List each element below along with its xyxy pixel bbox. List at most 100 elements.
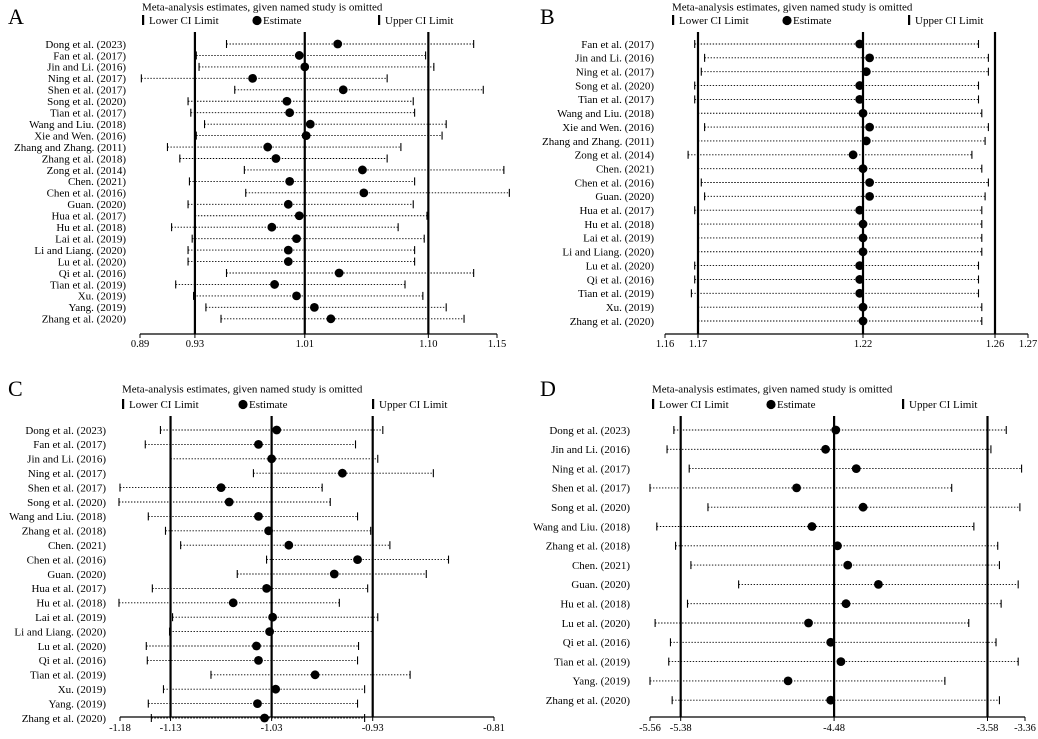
estimate-point-a-2 <box>300 62 310 72</box>
study-label-c-15: Lu et al. (2020) <box>38 641 107 653</box>
study-label-a-14: Guan. (2020) <box>67 199 126 211</box>
x-tick-label-b-1: 1.17 <box>689 339 707 350</box>
estimate-point-c-11 <box>262 584 271 593</box>
study-label-b-10: Chen et al. (2016) <box>575 177 655 189</box>
estimate-point-c-6 <box>254 512 263 521</box>
legend-lower-label-d: Lower CI Limit <box>659 399 729 411</box>
estimate-point-d-4 <box>858 502 868 512</box>
x-tick-label-b-2: 1.22 <box>854 339 872 350</box>
estimate-point-a-6 <box>285 108 295 118</box>
estimate-point-c-9 <box>353 555 362 564</box>
legend-upper-marker-d <box>902 399 905 409</box>
x-tick-label-a-1: 0.93 <box>186 339 204 350</box>
study-label-c-4: Shen et al. (2017) <box>28 482 107 494</box>
study-label-b-18: Tian et al. (2019) <box>578 288 654 300</box>
study-label-a-24: Zhang et al. (2020) <box>42 314 127 326</box>
study-label-c-13: Lai et al. (2019) <box>35 612 106 624</box>
estimate-point-b-5 <box>858 108 868 118</box>
panel-b: B Meta-analysis estimates, given named st… <box>540 2 1037 351</box>
study-label-b-0: Fan et al. (2017) <box>581 39 654 51</box>
study-label-c-0: Dong et al. (2023) <box>25 425 106 437</box>
estimate-point-a-13 <box>359 188 369 198</box>
estimate-point-a-1 <box>294 51 304 60</box>
study-label-d-3: Shen et al. (2017) <box>552 483 631 495</box>
study-label-c-19: Yang. (2019) <box>48 698 106 710</box>
legend-upper-label-c: Upper CI Limit <box>379 399 447 411</box>
study-label-d-10: Lu et al. (2020) <box>562 618 631 630</box>
study-label-d-7: Chen. (2021) <box>572 560 630 572</box>
legend-estimate-label-d: Estimate <box>777 399 816 411</box>
estimate-point-a-17 <box>292 234 301 244</box>
estimate-point-b-20 <box>858 316 868 326</box>
estimate-point-b-2 <box>861 67 871 77</box>
estimate-point-b-17 <box>855 275 865 284</box>
estimate-point-b-1 <box>865 53 874 63</box>
estimate-point-a-10 <box>271 154 281 163</box>
study-label-a-0: Dong et al. (2023) <box>45 39 126 51</box>
estimate-point-c-4 <box>216 483 226 492</box>
estimate-point-a-9 <box>263 142 273 152</box>
study-label-a-13: Chen et al. (2016) <box>47 188 127 200</box>
estimate-point-c-3 <box>337 468 347 478</box>
estimate-point-d-3 <box>792 483 801 493</box>
study-label-c-20: Zhang et al. (2020) <box>22 713 107 725</box>
estimate-point-c-15 <box>252 641 261 651</box>
estimate-point-a-5 <box>282 96 292 106</box>
estimate-point-a-16 <box>267 222 277 232</box>
study-label-d-6: Zhang et al. (2018) <box>546 541 631 553</box>
study-label-a-18: Li and Liang. (2020) <box>34 245 126 257</box>
study-label-b-1: Jin and Li. (2016) <box>575 53 654 65</box>
estimate-point-a-3 <box>248 73 257 83</box>
estimate-point-c-5 <box>224 497 234 507</box>
study-label-c-6: Wang and Liu. (2018) <box>9 511 106 523</box>
estimate-point-c-8 <box>284 540 294 550</box>
estimate-point-b-6 <box>865 122 874 132</box>
estimate-point-a-15 <box>294 211 304 221</box>
study-label-a-23: Yang. (2019) <box>68 302 126 314</box>
estimate-point-d-1 <box>821 444 830 454</box>
panel-a: A Meta-analysis estimates, given named st… <box>8 2 510 350</box>
estimate-point-a-19 <box>283 257 293 266</box>
study-label-c-5: Song et al. (2020) <box>27 497 106 509</box>
study-label-b-12: Hua et al. (2017) <box>579 205 654 217</box>
study-label-a-15: Hua et al. (2017) <box>51 211 126 223</box>
estimate-point-d-9 <box>841 599 851 609</box>
estimate-point-b-9 <box>858 164 868 174</box>
x-tick-label-d-3: -3.58 <box>977 723 999 734</box>
estimate-point-d-10 <box>804 618 813 628</box>
estimate-point-d-13 <box>783 676 793 686</box>
legend-lower-label-a: Lower CI Limit <box>149 15 219 27</box>
legend-estimate-label-c: Estimate <box>249 399 288 411</box>
estimate-point-a-20 <box>334 268 344 278</box>
estimate-point-d-14 <box>826 695 836 705</box>
x-tick-label-d-4: -3.36 <box>1014 723 1036 734</box>
study-label-b-7: Zhang and Zhang. (2011) <box>542 136 654 148</box>
x-tick-label-d-1: -5.38 <box>670 723 692 734</box>
study-label-c-17: Tian et al. (2019) <box>30 670 106 682</box>
study-label-b-15: Li and Liang. (2020) <box>562 247 654 259</box>
estimate-point-c-19 <box>253 699 262 708</box>
study-label-b-2: Ning et al. (2017) <box>576 67 655 79</box>
estimate-point-b-0 <box>855 39 865 49</box>
panel-letter-c: C <box>8 376 23 401</box>
study-label-c-11: Hua et al. (2017) <box>31 583 106 595</box>
study-label-a-17: Lai et al. (2019) <box>55 233 126 245</box>
study-label-c-1: Fan et al. (2017) <box>33 439 106 451</box>
study-label-d-9: Hu et al. (2018) <box>560 599 630 611</box>
study-label-d-5: Wang and Liu. (2018) <box>533 521 630 533</box>
study-label-a-10: Zhang et al. (2018) <box>42 153 127 165</box>
estimate-point-c-0 <box>272 425 282 435</box>
study-label-a-3: Ning et al. (2017) <box>48 73 127 85</box>
estimate-point-c-17 <box>310 670 320 680</box>
estimate-point-a-14 <box>283 199 293 209</box>
panel-title-a: Meta-analysis estimates, given named stu… <box>142 2 383 14</box>
study-label-c-18: Xu. (2019) <box>58 684 107 696</box>
estimate-point-b-12 <box>855 205 865 215</box>
legend-lower-label-c: Lower CI Limit <box>129 399 199 411</box>
estimate-point-b-13 <box>858 219 868 229</box>
estimate-point-c-10 <box>329 569 339 579</box>
x-tick-label-a-3: 1.10 <box>419 339 437 350</box>
estimate-point-c-20 <box>260 713 269 723</box>
estimate-point-c-16 <box>254 656 263 665</box>
study-label-a-20: Qi et al. (2016) <box>59 268 127 280</box>
